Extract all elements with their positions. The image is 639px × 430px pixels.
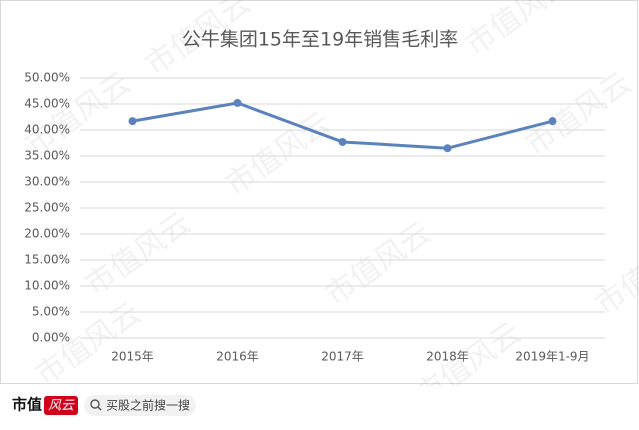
x-tick-label: 2017年 <box>321 350 364 364</box>
y-tick-label: 25.00% <box>24 201 70 215</box>
y-tick-label: 40.00% <box>24 123 70 137</box>
x-tick-label: 2016年 <box>216 350 259 364</box>
point <box>443 144 452 153</box>
y-tick-label: 45.00% <box>24 97 70 111</box>
x-tick-label: 2015年 <box>111 350 154 364</box>
y-tick-label: 0.00% <box>32 331 70 345</box>
search-box[interactable] <box>84 395 196 416</box>
y-tick-label: 15.00% <box>24 253 70 267</box>
point <box>338 137 347 146</box>
search-icon-handle <box>97 406 102 411</box>
x-tick-label: 2018年 <box>426 350 469 364</box>
chart-title: 公牛集团15年至19年销售毛利率 <box>182 29 458 51</box>
x-tick-label: 2019年1-9月 <box>515 350 589 364</box>
point <box>233 98 242 107</box>
y-tick-label: 10.00% <box>24 279 70 293</box>
y-tick-label: 35.00% <box>24 149 70 163</box>
logo-accent: 风云 <box>48 399 75 414</box>
y-tick-label: 30.00% <box>24 175 70 189</box>
logo-badge <box>44 396 78 415</box>
y-tick-label: 50.00% <box>24 71 70 85</box>
search-text: 买股之前搜一搜 <box>106 398 190 413</box>
point <box>548 117 557 126</box>
y-tick-label: 20.00% <box>24 227 70 241</box>
search-icon <box>90 399 100 409</box>
y-tick-label: 5.00% <box>32 305 70 319</box>
logo-main: 市值 <box>12 396 42 414</box>
point <box>128 117 137 126</box>
chart-frame <box>0 0 638 384</box>
